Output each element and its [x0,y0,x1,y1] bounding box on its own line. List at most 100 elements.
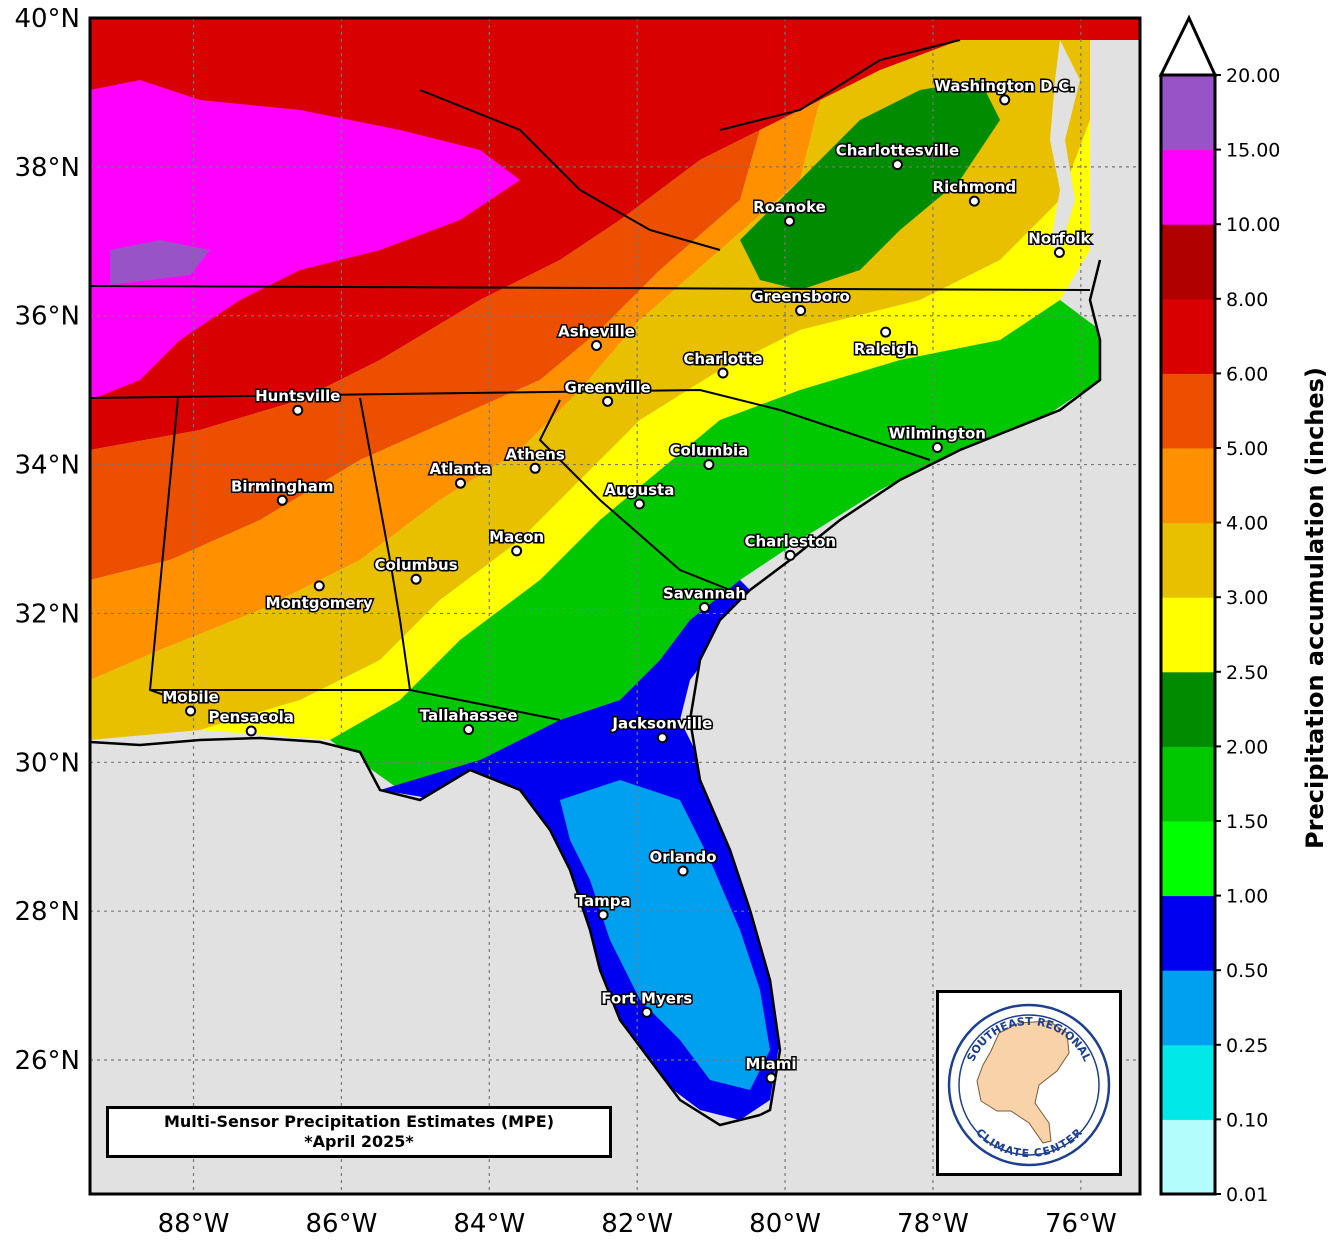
colorbar-tick-label: 10.00 [1226,214,1280,236]
city-label: Pensacola [209,708,294,726]
band-yellow [200,120,1090,740]
colorbar-tick-label: 0.10 [1226,1109,1268,1131]
colorbar-extend-arrow [1158,14,1218,77]
chesapeake-bay [1050,40,1080,250]
colorbar-tick-label: 2.00 [1226,736,1268,758]
city-marker [784,549,796,561]
city-marker [602,395,614,407]
city-marker [511,545,523,557]
colorbar-tick-label: 5.00 [1226,438,1268,460]
city-label: Wilmington [889,424,986,442]
latitude-label: 40°N [14,4,80,34]
colorbar-tick-label: 20.00 [1226,65,1280,87]
city-label: Columbus [375,556,458,574]
longitude-label: 88°W [158,1209,230,1239]
city-marker [795,305,807,317]
longitude-label: 76°W [1045,1209,1117,1239]
logo-ring-inner [958,1014,1100,1156]
city-label: Augusta [604,481,674,499]
city-label: Savannah [663,584,746,602]
colorbar-swatch [1161,149,1215,225]
city-marker [880,326,892,338]
coastline [90,259,1102,1127]
colorbar-swatch [1161,522,1215,598]
longitude-label: 82°W [601,1209,673,1239]
gridlines [90,18,1140,1194]
longitude-axis: 88°W 86°W 84°W 82°W 80°W 78°W 76°W [158,1209,1117,1239]
city-label: Huntsville [255,387,340,405]
city-marker [931,441,943,453]
map-title-line1: Multi-Sensor Precipitation Estimates (MP… [163,1112,555,1131]
city-marker [463,724,475,736]
colorbar-swatch [1161,75,1215,151]
colorbar-frame [1159,73,1217,1196]
city-label: Norfolk [1028,229,1091,247]
colorbar-tick-label: 2.50 [1226,662,1268,684]
city-label: Birmingham [231,477,334,495]
city-marker [597,909,609,921]
city-label: Greensboro [751,288,849,306]
band-orange-upper [90,130,760,580]
longitude-label: 86°W [306,1209,378,1239]
logo-ring-outer [947,1003,1111,1167]
city-marker [698,601,710,613]
band-light-blue [560,780,770,1090]
city-marker [633,498,645,510]
city-marker [292,404,304,416]
colorbar-tick-label: 15.00 [1226,140,1280,162]
city-label: Charlottesville [836,142,959,160]
colorbar: 0.01 0.10 0.25 0.50 1.00 1.50 2.00 2.50 3.00 4.00… [1158,14,1329,1206]
precip-field [90,18,1140,1194]
city-marker [656,732,668,744]
city-marker [968,195,980,207]
longitude-label: 78°W [897,1209,969,1239]
atlantic-ocean [690,240,1140,1194]
city-marker [891,159,903,171]
colorbar-tick-label: 6.00 [1226,363,1268,385]
latitude-label: 32°N [14,599,80,629]
colorbar-swatch [1161,224,1215,300]
city-marker [784,215,796,227]
colorbar-tick-label: 1.50 [1226,811,1268,833]
city-marker [529,462,541,474]
city-label: Fort Myers [601,989,692,1007]
latitude-label: 38°N [14,153,80,183]
colorbar-tick-label: 8.00 [1226,289,1268,311]
colorbar-tick-label: 1.00 [1226,886,1268,908]
colorbar-tick-label: 4.00 [1226,513,1268,535]
city-marker [591,339,603,351]
colorbar-swatch [1161,671,1215,747]
colorbar-swatch [1161,373,1215,449]
city-label: Macon [489,528,544,546]
city-label: Mobile [162,688,218,706]
city-marker [765,1072,777,1084]
city-marker [245,725,257,737]
latitude-label: 26°N [14,1046,80,1076]
gulf-of-mexico [90,738,760,1194]
latitude-axis: 40°N 38°N 36°N 34°N 32°N 30°N 28°N 26°N [14,4,80,1076]
city-marker [185,705,197,717]
band-purple [110,240,210,285]
colorbar-tick-label: 0.01 [1226,1184,1268,1206]
city-label: Asheville [558,322,635,340]
colorbar-title: Precipitation accumulation (inches) [1301,367,1329,849]
latitude-label: 34°N [14,451,80,481]
colorbar-swatch [1161,1044,1215,1120]
city-label: Tampa [576,892,631,910]
city-marker [703,459,715,471]
city-marker [313,580,325,592]
colorbar-swatch [1161,448,1215,524]
city-marker [717,367,729,379]
city-label: Richmond [933,178,1017,196]
srcc-logo-box: SOUTHEAST REGIONAL CLIMATE CENTER [936,990,1122,1176]
city-marker [454,477,466,489]
band-magenta [90,80,520,400]
colorbar-swatch [1161,821,1215,897]
longitude-label: 84°W [453,1209,525,1239]
city-marker [410,573,422,585]
map-frame [88,16,1142,1196]
latitude-label: 30°N [14,748,80,778]
colorbar-swatch [1161,1119,1215,1195]
